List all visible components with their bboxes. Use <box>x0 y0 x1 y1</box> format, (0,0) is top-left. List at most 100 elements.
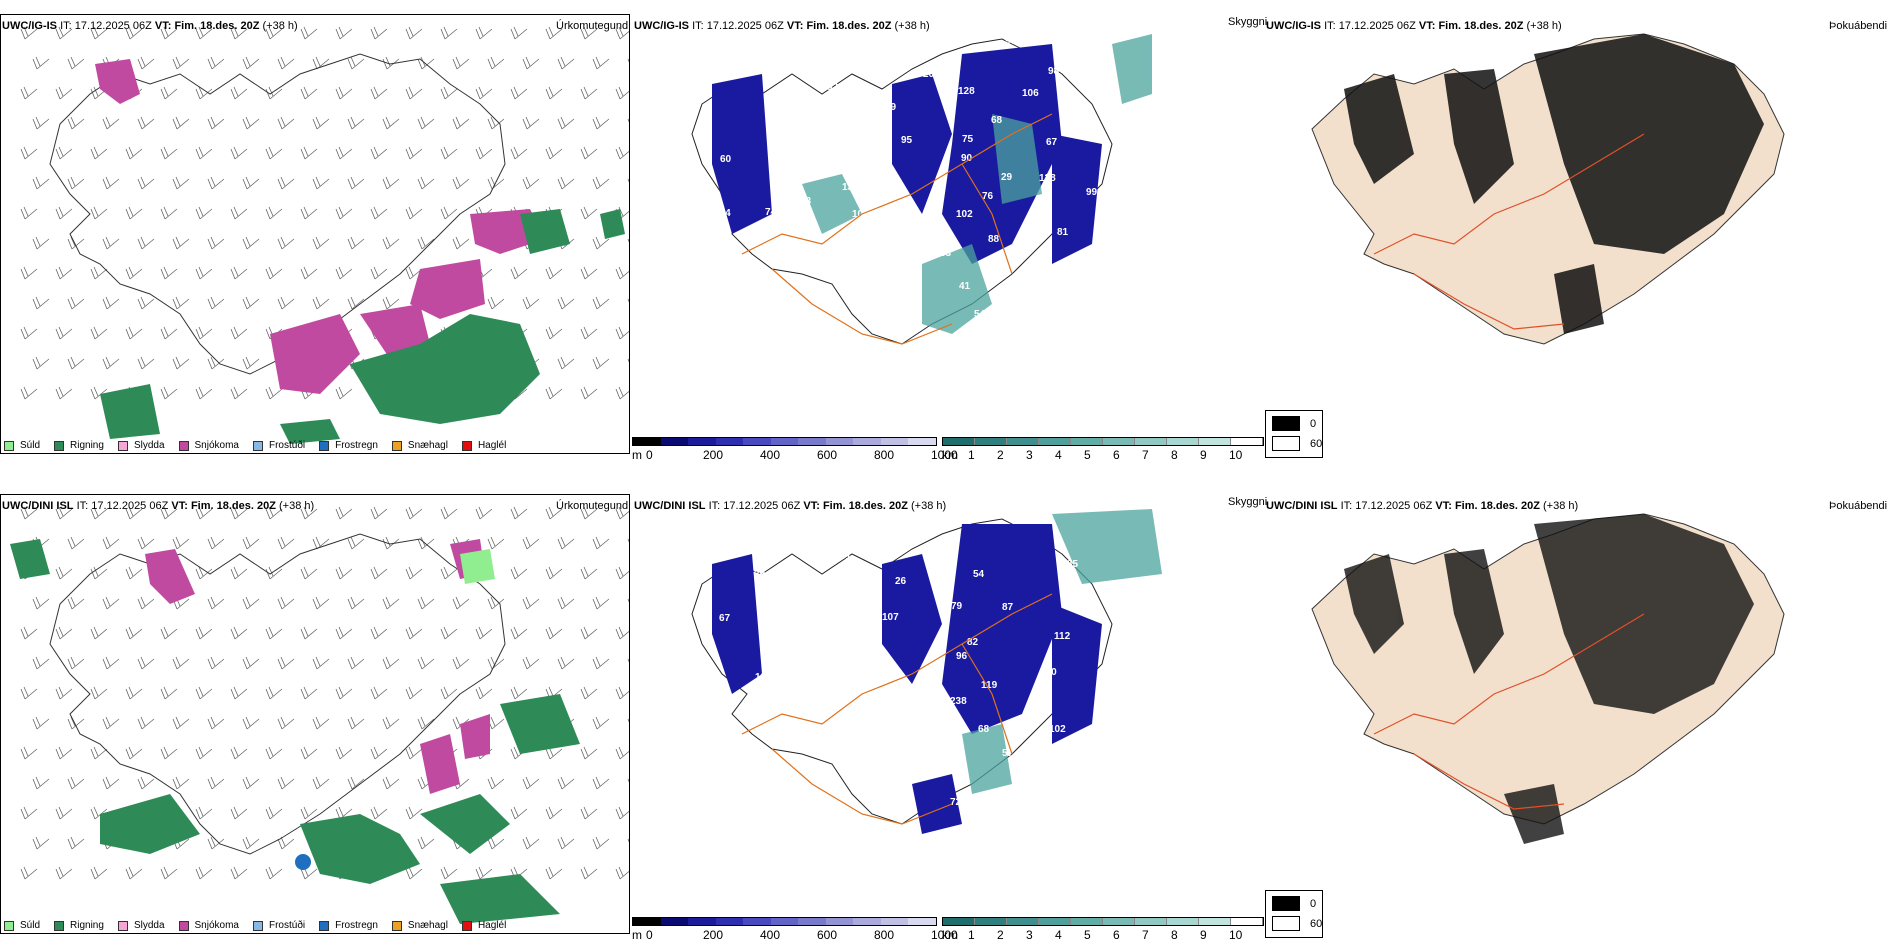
wind-barb <box>20 866 38 880</box>
wind-barb <box>277 716 295 730</box>
wind-barb <box>347 536 365 550</box>
vt-label: VT: <box>1435 500 1452 512</box>
wind-barb <box>102 656 120 670</box>
wind-barb <box>32 596 50 610</box>
colorbar-tick: 1 <box>968 448 975 462</box>
colorbar-tick: 8 <box>1171 928 1178 942</box>
wind-barb <box>20 326 38 340</box>
model-name: UWC/IG-IS <box>1266 20 1321 32</box>
wind-barb <box>405 746 423 760</box>
wind-barb <box>67 56 85 70</box>
visibility-label: 68 <box>991 115 1003 126</box>
fog-legend-label: 0 <box>1310 417 1317 430</box>
wind-barb <box>207 716 225 730</box>
wind-barb <box>277 116 295 130</box>
wind-barb <box>137 296 155 310</box>
row2-visibility-panel: 441 79 52 58 57 39 96 238 240 250 122 85 61 71 87 95 84 7… <box>632 494 1267 934</box>
visibility-label: 74 <box>765 207 777 218</box>
wind-barb <box>55 146 73 160</box>
visibility-label: 112 <box>1054 631 1071 642</box>
wind-barb <box>300 626 318 640</box>
wind-barb <box>557 116 575 130</box>
wind-barb <box>627 838 630 846</box>
wind-barb <box>20 146 38 160</box>
legend-swatch <box>461 920 472 931</box>
colorbar-tick: 200 <box>703 928 724 942</box>
wind-barb <box>125 266 143 280</box>
it-value: 17.12.2025 06Z <box>1338 20 1416 32</box>
wind-barb <box>125 26 143 40</box>
legend-swatch <box>54 440 65 451</box>
legend-item: Súld <box>4 440 40 451</box>
legend-item: Slydda <box>117 440 165 451</box>
wind-barb <box>557 176 575 190</box>
visibility-label: 54 <box>974 309 986 320</box>
colorbar-tick: 4 <box>1055 928 1062 942</box>
precip-title: Úrkomutegund <box>556 20 629 32</box>
wind-barb <box>160 86 178 100</box>
colorbar-segment <box>853 438 881 445</box>
precip-legend: Súld Rigning Slydda Snjókoma Frostúði Frostre… <box>4 920 520 931</box>
wind-barb <box>242 596 260 610</box>
visibility-label: 52 <box>893 723 905 734</box>
visibility-label: 87 <box>894 198 906 209</box>
visibility-label: 82 <box>788 583 800 594</box>
visibility-label: 99 <box>1086 187 1098 198</box>
visibility-value-labels: 95 102 131 128 74 98 87 135 68 61 82 54 87 76 63 92 81 60… <box>714 36 1098 320</box>
wind-barb <box>207 776 225 790</box>
low-visibility-areas <box>712 44 1102 264</box>
colorbar-segment <box>1167 438 1199 445</box>
wind-barb <box>370 26 388 40</box>
visibility-label: 92 <box>907 211 919 222</box>
wind-barb <box>545 626 563 640</box>
colorbar-segment <box>1071 438 1103 445</box>
wind-barb <box>242 236 260 250</box>
wind-barb <box>32 176 50 190</box>
it-label: IT: <box>692 20 704 32</box>
wind-barb <box>405 566 423 580</box>
iceland-outline <box>49 53 506 375</box>
wind-barb <box>195 326 213 340</box>
visibility-label: 54 <box>973 569 985 580</box>
wind-barb <box>510 86 528 100</box>
wind-barb <box>195 806 213 820</box>
colorbar-strip <box>942 917 1264 926</box>
wind-barb <box>230 266 248 280</box>
it-value: 17.12.2025 06Z <box>723 500 801 512</box>
wind-barb <box>20 686 38 700</box>
wind-barb <box>55 206 73 220</box>
visibility-label: 58 <box>886 547 898 558</box>
wind-barb <box>137 536 155 550</box>
wind-barb <box>172 116 190 130</box>
fog-legend-row: 0 <box>1272 896 1316 911</box>
wind-barb <box>55 86 73 100</box>
visibility-label: 89 <box>885 102 897 113</box>
wind-barb <box>172 536 190 550</box>
wind-barb <box>405 626 423 640</box>
colorbar-segment <box>715 438 744 445</box>
wind-barb <box>277 236 295 250</box>
wind-barb <box>522 176 540 190</box>
legend-label: Súld <box>20 920 41 931</box>
wind-barb <box>382 716 400 730</box>
wind-barb <box>335 626 353 640</box>
colorbar-segment <box>1071 918 1103 925</box>
visibility-label: 128 <box>1039 173 1056 184</box>
wind-barb <box>615 146 630 160</box>
wind-barb <box>195 746 213 760</box>
wind-barb <box>312 176 330 190</box>
it-value: 17.12.2025 06Z <box>91 500 169 512</box>
visibility-label: 53 <box>868 36 880 47</box>
row2-fog-header: UWC/DINI ISL IT: 17.12.2025 06Z VT: Fim.… <box>1266 500 1578 512</box>
wind-barb <box>440 626 458 640</box>
visibility-label: 71 <box>836 655 848 666</box>
wind-barb <box>20 206 38 220</box>
visibility-label: 238 <box>950 696 967 707</box>
wind-barb <box>475 26 493 40</box>
colorbar-segment <box>1135 438 1167 445</box>
wind-barb <box>207 296 225 310</box>
wind-barb <box>580 26 598 40</box>
wind-barb <box>90 566 108 580</box>
wind-barb <box>300 686 318 700</box>
wind-barb <box>195 506 213 520</box>
